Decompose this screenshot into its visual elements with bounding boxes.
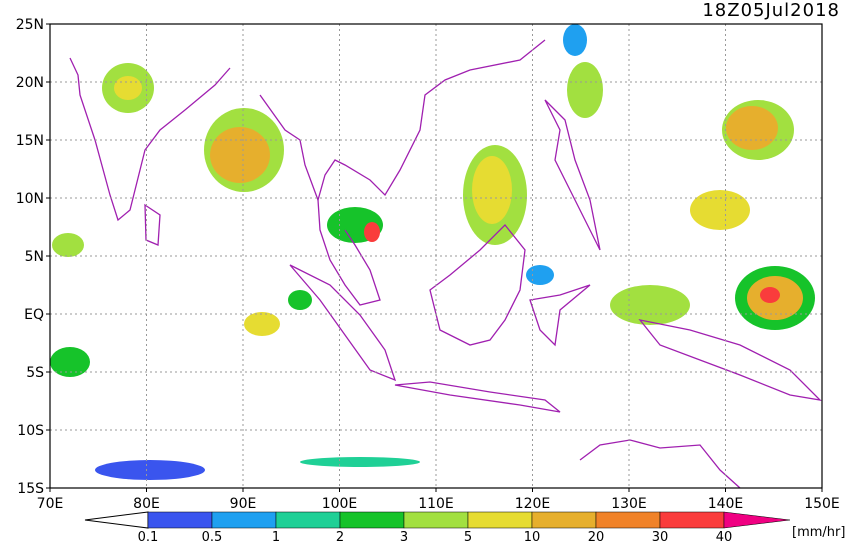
precip	[472, 156, 512, 224]
colorbar-swatch	[531, 511, 597, 529]
lon-label: 120E	[515, 496, 551, 512]
coast-sumatra	[289, 264, 397, 382]
colorbar-swatch	[467, 511, 533, 529]
coast-malaya	[317, 199, 381, 306]
colorbar-low-triangle	[84, 511, 149, 529]
precip	[210, 127, 270, 183]
precip	[364, 222, 380, 242]
colorbar-label: 0.5	[202, 530, 223, 544]
lon-label: 130E	[611, 496, 647, 512]
precip	[526, 265, 554, 285]
colorbar-label: 40	[716, 530, 733, 544]
grid	[50, 24, 822, 488]
colorbar-swatch	[595, 511, 661, 529]
title: 18Z05Jul2018	[702, 0, 840, 21]
precip	[244, 312, 280, 336]
lat-label: 5N	[25, 249, 44, 265]
colorbar-label: 20	[588, 530, 605, 544]
colorbar-label: 2	[336, 530, 344, 544]
colorbar: 0.1 0.5 1 2 3 5 10 20 30 40 [mm/hr]	[84, 511, 845, 544]
precip	[300, 457, 420, 467]
lat-label: 10N	[16, 191, 44, 207]
lon-label: 70E	[37, 496, 64, 512]
coastlines	[69, 39, 822, 489]
lat-label: 15N	[16, 133, 44, 149]
precip	[95, 460, 205, 480]
coast-sulawesi	[529, 284, 591, 347]
colorbar-unit: [mm/hr]	[792, 525, 845, 540]
lon-label: 90E	[230, 496, 257, 512]
coast-australia	[579, 439, 741, 489]
colorbar-label: 3	[400, 530, 408, 544]
colorbar-label: 5	[464, 530, 472, 544]
colorbar-label: 0.1	[138, 530, 159, 544]
lon-label: 150E	[804, 496, 840, 512]
coast-java	[394, 381, 561, 413]
coast-new-guinea	[638, 319, 822, 401]
lon-label: 80E	[133, 496, 160, 512]
colorbar-swatch	[275, 511, 341, 529]
colorbar-swatch	[339, 511, 405, 529]
colorbar-swatch	[147, 511, 213, 529]
colorbar-swatch	[211, 511, 277, 529]
precip	[50, 347, 90, 377]
colorbar-label: 10	[524, 530, 541, 544]
lat-label: 25N	[16, 17, 44, 33]
coast-myanmar	[259, 39, 546, 203]
lat-label: 5S	[26, 365, 44, 381]
coast-philippines	[544, 99, 601, 251]
lat-label: 15S	[17, 481, 44, 497]
precip	[52, 233, 84, 257]
lon-label: 100E	[322, 496, 358, 512]
precip	[726, 106, 778, 150]
precip	[114, 76, 142, 100]
colorbar-label: 30	[652, 530, 669, 544]
lat-label: EQ	[24, 307, 44, 323]
lat-label: 20N	[16, 75, 44, 91]
precip	[563, 24, 587, 56]
precip	[288, 290, 312, 310]
colorbar-label: 1	[272, 530, 280, 544]
colorbar-swatch	[403, 511, 469, 529]
coast-sri-lanka	[144, 203, 161, 246]
lat-label: 10S	[17, 423, 44, 439]
precip	[760, 287, 780, 303]
precip	[690, 190, 750, 230]
coast-india	[69, 57, 231, 222]
colorbar-swatch	[659, 511, 725, 529]
lon-label: 140E	[708, 496, 744, 512]
lon-label: 110E	[418, 496, 454, 512]
coast-borneo	[429, 224, 526, 346]
colorbar-high-triangle	[723, 511, 791, 529]
precip-areas	[50, 24, 815, 480]
precip	[567, 62, 603, 118]
precip	[610, 285, 690, 325]
